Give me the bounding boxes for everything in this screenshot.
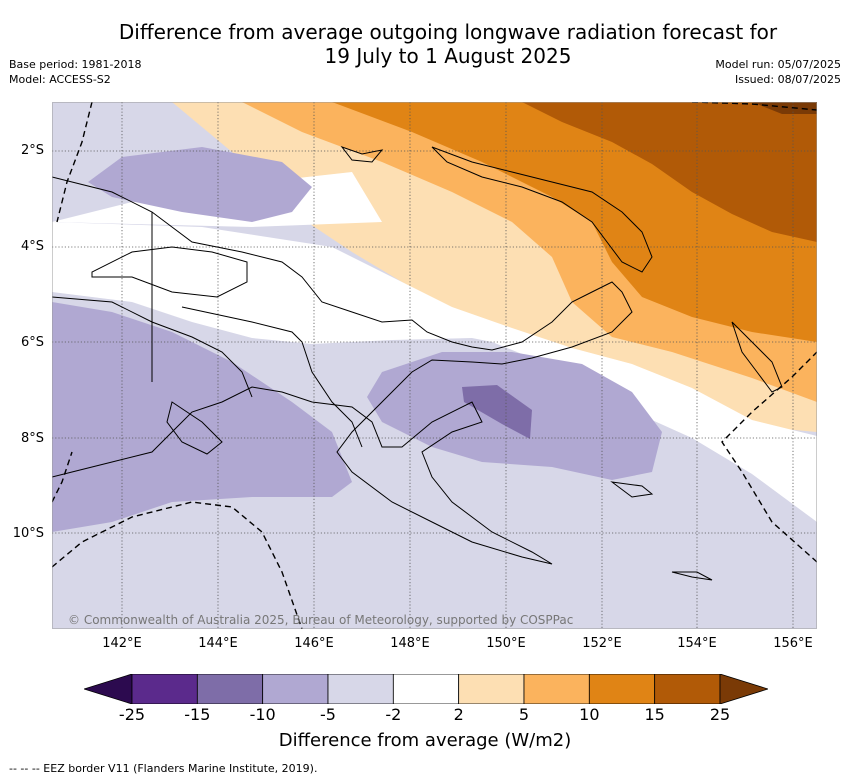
colorbar-segment	[458, 674, 525, 704]
band-darkbrown	[752, 102, 817, 114]
copyright-credit: © Commonwealth of Australia 2025, Bureau…	[68, 613, 574, 627]
colorbar-extend-low	[84, 674, 133, 704]
colorbar-title: Difference from average (W/m2)	[278, 730, 572, 751]
colorbar-segment	[131, 674, 198, 704]
purple-southwest	[52, 302, 352, 532]
colorbar-segment	[654, 674, 721, 704]
lon-label-152e: 152°E	[582, 636, 622, 651]
lon-label-146e: 146°E	[294, 636, 334, 651]
colorbar-segment	[327, 674, 394, 704]
colorbar-segment	[588, 674, 656, 704]
model-name: Model: ACCESS-S2	[9, 73, 111, 86]
lat-label-6s: 6°S	[20, 335, 44, 350]
lon-label-142e: 142°E	[102, 636, 142, 651]
grid-lines	[52, 102, 817, 629]
issued-date: Issued: 08/07/2025	[734, 73, 841, 86]
colorbar-tick-label: -2	[385, 705, 402, 724]
colorbar-tick-label: 5	[518, 705, 530, 724]
map-title: Difference from average outgoing longwav…	[0, 20, 850, 68]
lon-label-148e: 148°E	[390, 636, 430, 651]
lon-label-144e: 144°E	[198, 636, 238, 651]
colorbar-tick-label: -5	[320, 705, 336, 724]
band-white	[52, 222, 817, 522]
border-lines	[52, 212, 363, 448]
colorbar-tick-label: 2	[453, 705, 464, 724]
colorbar-segment	[523, 674, 590, 704]
colorbar-tick-label: 25	[709, 705, 731, 724]
colorbar-tick-label: -10	[249, 705, 276, 724]
base-period: Base period: 1981-2018	[9, 58, 142, 71]
title-line-2: 19 July to 1 August 2025	[324, 44, 572, 68]
lon-label-154e: 154°E	[677, 636, 717, 651]
colorbar-tick-label: 15	[644, 705, 665, 724]
title-line-1: Difference from average outgoing longwav…	[118, 20, 778, 44]
colorbar-segment	[262, 674, 329, 704]
colorbar-tick-label: -15	[184, 705, 211, 724]
colorbar-segment	[392, 674, 460, 704]
lat-label-10s: 10°S	[12, 526, 44, 541]
colorbar-extend-high	[719, 674, 768, 704]
colorbar	[84, 674, 768, 704]
colorbar-segment	[196, 674, 264, 704]
colorbar-tick-label: -25	[118, 705, 146, 724]
lon-label-150e: 150°E	[486, 636, 526, 651]
model-run: Model run: 05/07/2025	[715, 58, 841, 71]
meta-left: Base period: 1981-2018 Model: ACCESS-S2	[9, 57, 141, 87]
eez-legend-note: -- -- -- EEZ border V11 (Flanders Marine…	[9, 762, 318, 775]
lat-label-4s: 4°S	[20, 239, 44, 254]
map-panel	[52, 102, 817, 629]
lat-label-2s: 2°S	[20, 143, 44, 158]
colorbar-tick-label: 10	[579, 705, 600, 724]
meta-right: Model run: 05/07/2025 Issued: 08/07/2025	[715, 57, 841, 87]
band-brown	[522, 102, 817, 242]
lat-label-8s: 8°S	[20, 431, 44, 446]
purple-dark-core	[462, 385, 532, 439]
lon-label-156e: 156°E	[773, 636, 813, 651]
purple-north	[88, 147, 312, 222]
